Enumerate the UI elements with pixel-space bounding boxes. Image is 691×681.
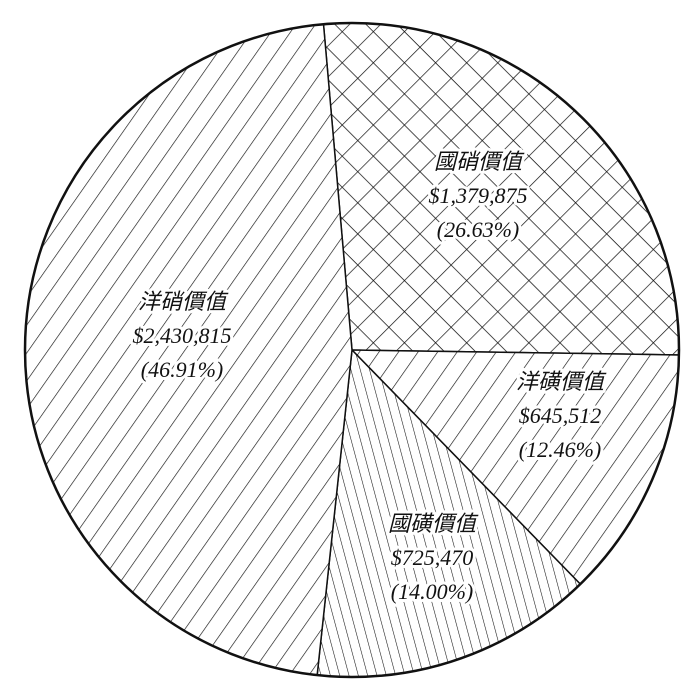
percent-label: (46.91%) <box>141 357 223 382</box>
slice-label: 洋硝價值 <box>138 289 229 314</box>
value-label: $645,512 <box>519 403 602 428</box>
labels: 國硝價值 $1,379,875 (26.63%) 洋磺價值 $645,512 (12.46… <box>130 146 610 607</box>
percent-label: (26.63%) <box>437 217 519 242</box>
value-label: $1,379,875 <box>429 183 528 208</box>
percent-label: (14.00%) <box>391 579 473 604</box>
slice-label: 國硝價值 <box>434 149 525 174</box>
slice-label: 洋磺價值 <box>516 369 607 394</box>
percent-label: (12.46%) <box>519 437 601 462</box>
pie-slice <box>24 23 353 676</box>
slice-label: 國磺價值 <box>388 511 479 536</box>
pie-outline <box>23 21 681 679</box>
value-label: $2,430,815 <box>133 323 232 348</box>
pie <box>23 21 681 679</box>
value-label: $725,470 <box>391 545 474 570</box>
